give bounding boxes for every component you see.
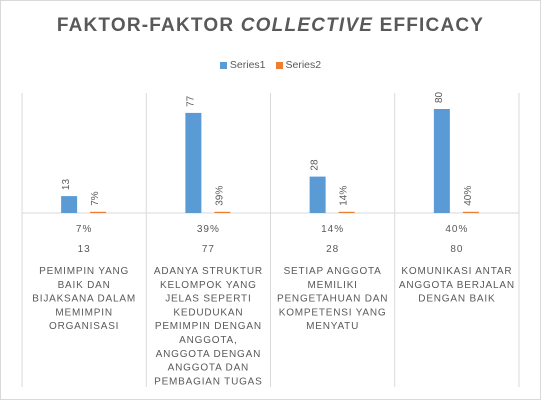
x-tick-label-line: BIJAKSANA DALAM: [32, 294, 136, 305]
x-tick-label-line: ADANYA STRUKTUR: [154, 266, 263, 277]
data-label-series2: 14%: [339, 186, 350, 206]
data-label-series2: 7%: [90, 191, 101, 206]
table-cell-series1: 77: [202, 244, 215, 255]
data-label-series1: 28: [310, 159, 321, 171]
x-tick-label-line: MEMILIKI: [307, 280, 357, 291]
table-cell-series2: 7%: [76, 224, 92, 235]
data-label-series1: 80: [434, 91, 445, 103]
table-cell-series2: 39%: [197, 224, 220, 235]
data-label-series2: 39%: [214, 186, 225, 206]
table-cell-series2: 40%: [445, 224, 468, 235]
x-tick-label-line: ANGGOTA,: [179, 335, 237, 346]
title-part3: EFFICACY: [373, 15, 485, 36]
bar-series2: [90, 211, 107, 213]
data-label-series2: 40%: [463, 186, 474, 206]
x-tick-label-line: KELOMPOK YANG: [160, 280, 257, 291]
legend-item-series1: Series1: [219, 59, 266, 71]
legend-label-series1: Series1: [229, 59, 266, 71]
legend-swatch-series2: [275, 61, 283, 69]
legend-swatch-series1: [219, 61, 227, 69]
x-tick-label-line: KOMUNIKASI ANTAR: [401, 266, 512, 277]
x-tick-label-line: PEMIMPIN YANG: [39, 266, 129, 277]
bar-series2: [338, 211, 355, 213]
title-part1: FAKTOR-FAKTOR: [56, 15, 241, 36]
x-tick-label-line: ORGANISASI: [49, 321, 119, 332]
chart-title: FAKTOR-FAKTOR COLLECTIVE EFFICACY: [1, 15, 540, 37]
x-tick-label-line: KOMPETENSI YANG: [279, 307, 387, 318]
x-tick-label-line: KEDUDUKAN: [173, 307, 243, 318]
bar-series1: [309, 176, 326, 213]
legend: Series1 Series2: [1, 59, 540, 71]
x-tick-label-line: ANGGOTA DENGAN: [156, 349, 261, 360]
bar-series2: [214, 211, 231, 213]
legend-item-series2: Series2: [275, 59, 322, 71]
legend-label-series2: Series2: [285, 59, 322, 71]
bar-series1: [433, 109, 450, 213]
x-tick-label-line: DENGAN BAIK: [418, 294, 495, 305]
table-cell-series1: 80: [450, 244, 463, 255]
title-part2: COLLECTIVE: [240, 15, 374, 36]
data-label-series1: 77: [185, 95, 196, 107]
x-tick-label-line: MEMIMPIN: [55, 307, 113, 318]
x-tick-label-line: JELAS SEPERTI: [165, 294, 251, 305]
data-label-series1: 13: [61, 179, 72, 191]
x-tick-label-line: SETIAP ANGGOTA: [284, 266, 382, 277]
table-cell-series1: 28: [326, 244, 339, 255]
x-tick-label-line: ANGGOTA BERJALAN: [399, 280, 515, 291]
x-tick-label-line: BAIK DAN: [58, 280, 111, 291]
x-tick-label-line: PENGETAHUAN DAN: [277, 294, 388, 305]
bar-series1: [61, 196, 78, 213]
bar-series1: [185, 112, 202, 213]
x-tick-label-line: MENYATU: [306, 321, 359, 332]
x-tick-label-line: PEMBAGIAN TUGAS: [154, 376, 263, 387]
table-cell-series2: 14%: [321, 224, 344, 235]
table-cell-series1: 13: [78, 244, 91, 255]
bar-series2: [462, 211, 479, 213]
x-tick-label-line: ANGGOTA DAN: [168, 363, 249, 374]
x-tick-label-line: PEMIMPIN DENGAN: [155, 321, 262, 332]
